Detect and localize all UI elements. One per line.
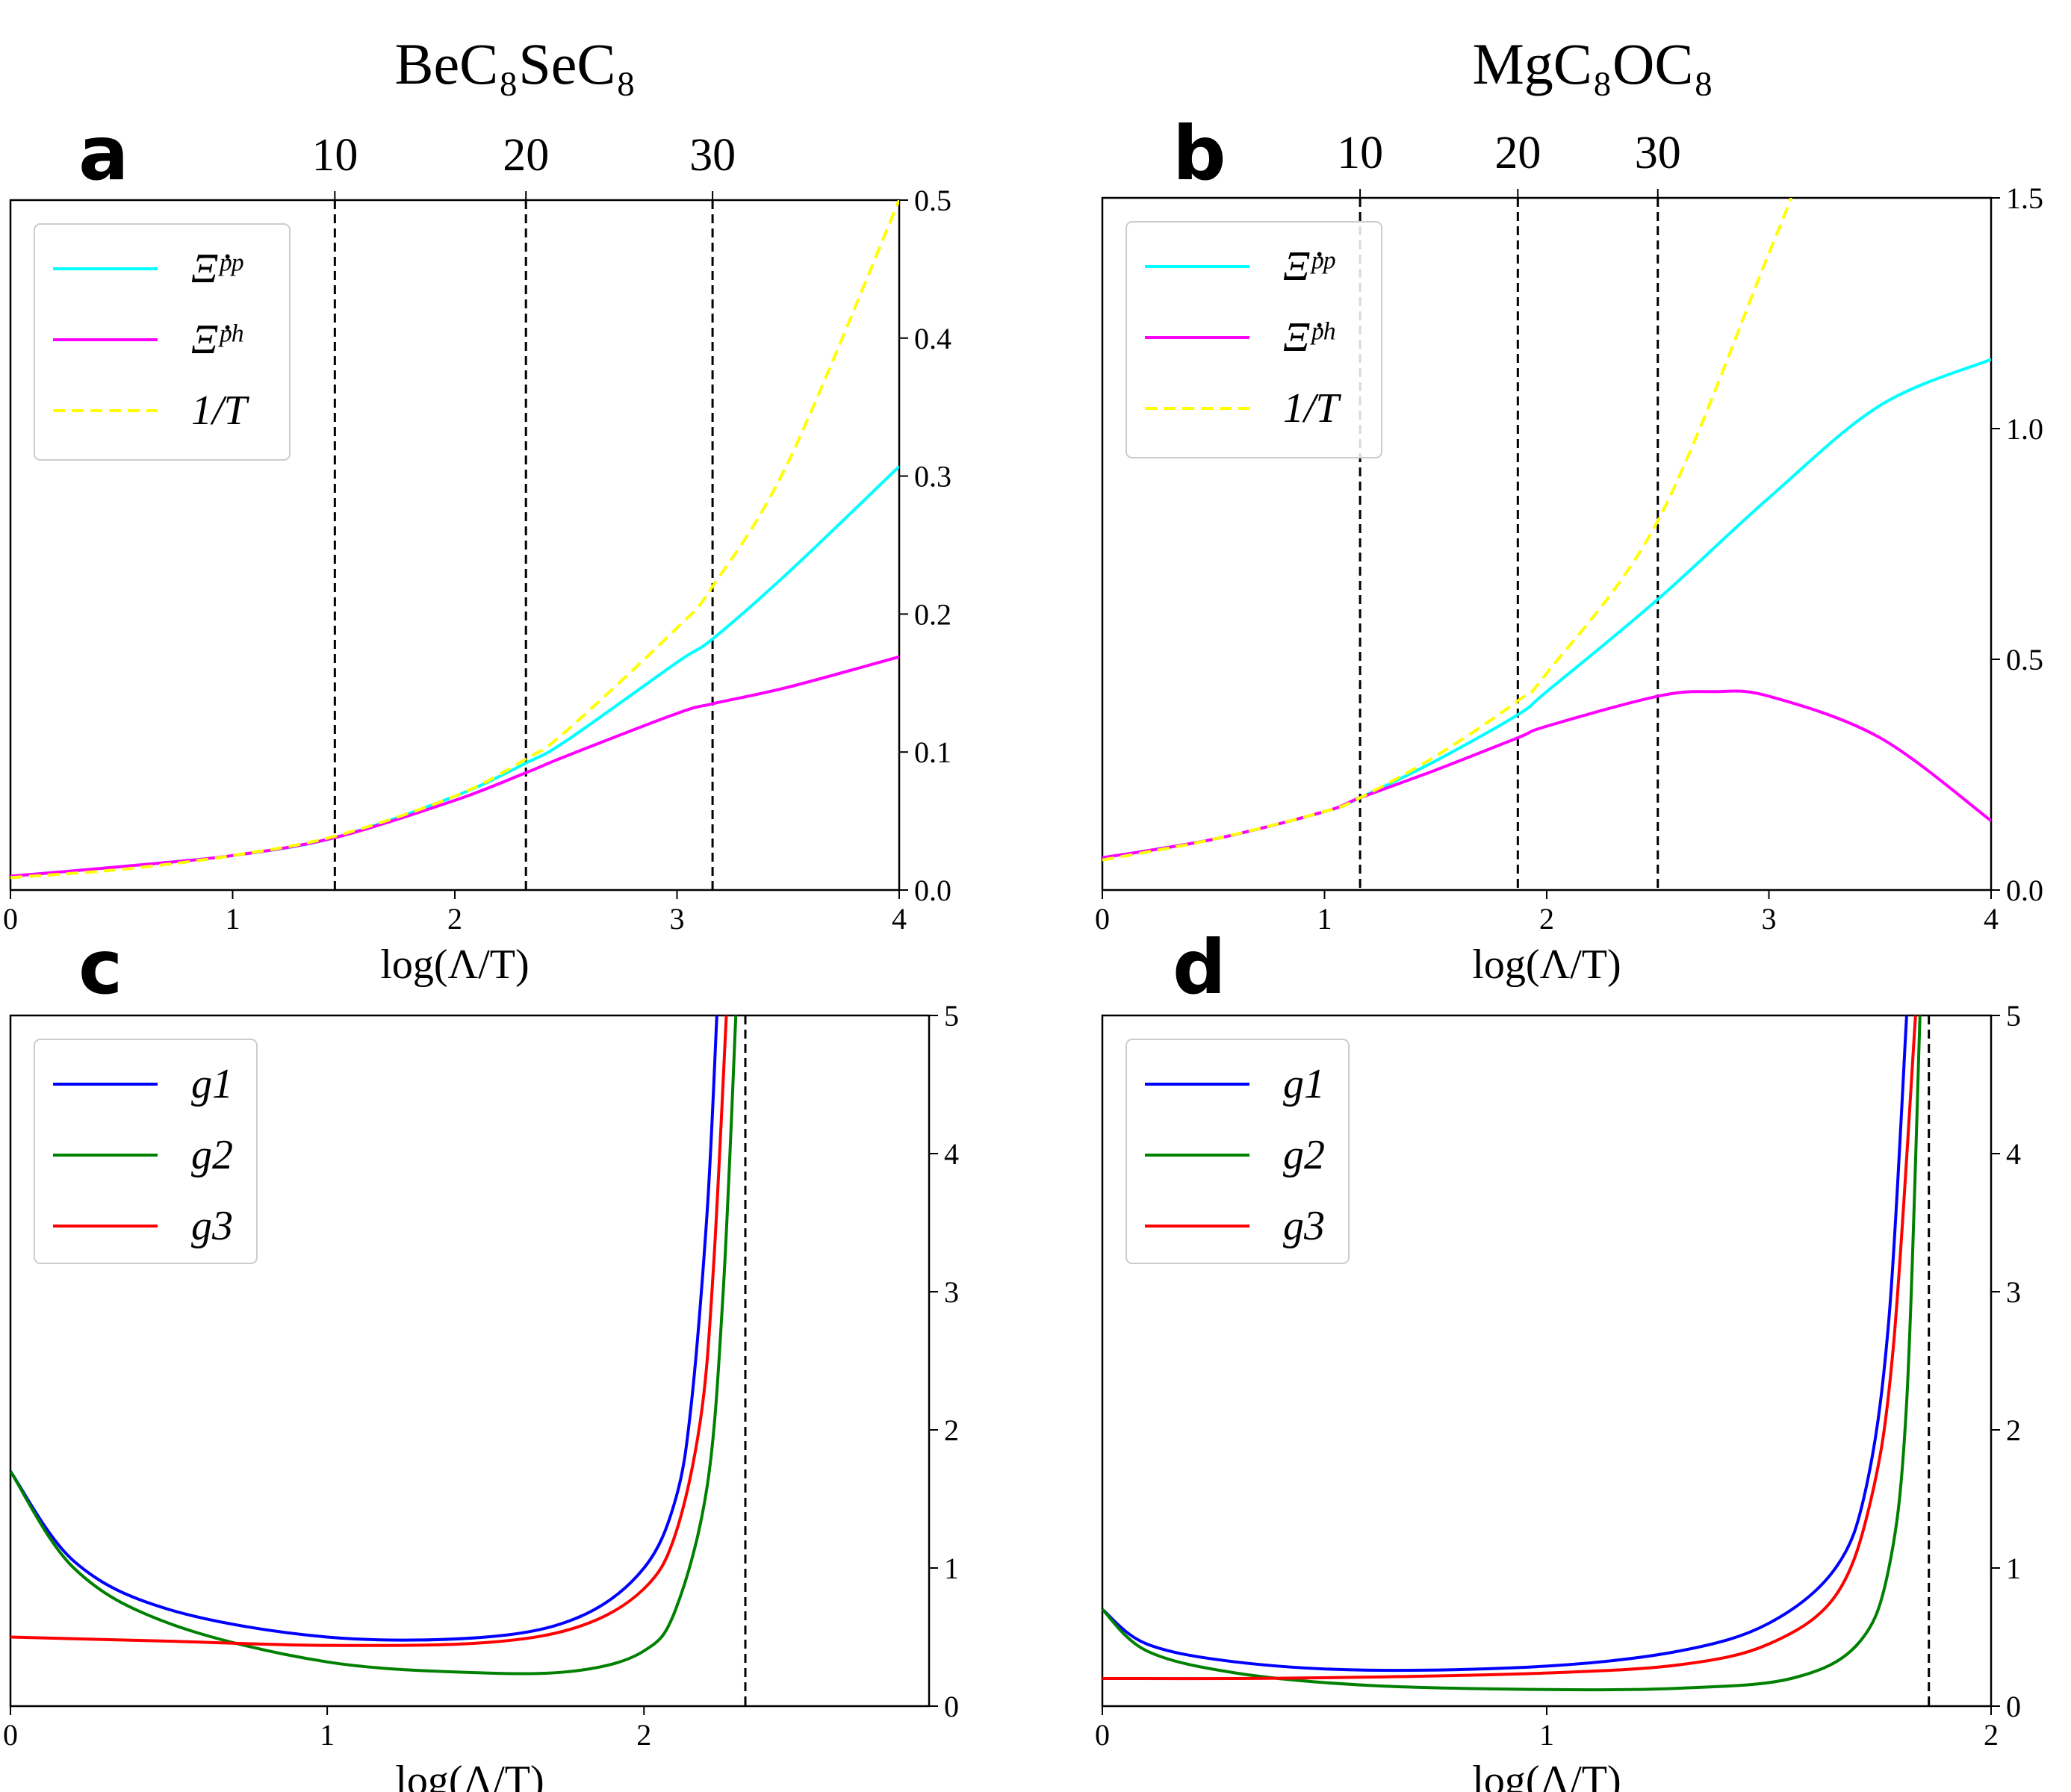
x-tick-label: 3: [1762, 902, 1777, 936]
series-line-g1-0: [10, 1015, 718, 1642]
legend-box: [34, 1039, 258, 1264]
legend-label: g2: [191, 1132, 233, 1178]
x-tick-label: 1: [1539, 1718, 1554, 1752]
legend-label: 1/T: [191, 388, 250, 434]
y-tick-label: 0.5: [2006, 643, 2043, 676]
legend-box: [34, 223, 291, 461]
series-line-g2-1: [1102, 1015, 1922, 1692]
x-tick-label: 0: [1095, 902, 1110, 936]
series-line-1T-2: [10, 200, 899, 880]
x-tick-label: 3: [670, 902, 685, 936]
legend-label: g3: [1283, 1203, 1325, 1249]
y-tick-label: 4: [2006, 1137, 2021, 1171]
legend-box: [1125, 221, 1382, 458]
y-tick-label: 4: [944, 1137, 959, 1171]
y-tick-label: 0.3: [914, 460, 951, 494]
series-line-1T-2: [1102, 198, 1793, 862]
y-tick-label: 0: [944, 1690, 959, 1723]
title-mgc8oc8: MgC₈OC₈: [1472, 31, 1713, 96]
chart-panel-c: 0 1 2 0 1 2 3 4 5 log(Λ/T) g1 g2 g3: [3, 999, 959, 1792]
y-tick-label: 0: [2006, 1690, 2021, 1723]
y-tick-label: 1: [2006, 1552, 2021, 1585]
y-tick-label: 0.0: [914, 874, 951, 907]
y-tick-label: 0.0: [2006, 874, 2043, 907]
y-tick-label: 1.5: [2006, 181, 2043, 215]
series-line--0: [10, 465, 899, 878]
legend-label: g2: [1283, 1132, 1325, 1178]
legend-label: Ξ̇ᵖᵖ: [1283, 243, 1335, 290]
x-axis-label: log(Λ/T): [1472, 1758, 1621, 1792]
chart-panel-b: 0 1 2 3 40.0 0.5 1.0 1.5 10 20 30 log(Λ/T) Ξ̇ᵖᵖ Ξ̇ᵖʰ 1…: [1095, 128, 2043, 988]
x-axis-label: log(Λ/T): [395, 1758, 544, 1792]
x-tick-label: 4: [1984, 902, 1999, 936]
y-tick-label: 3: [2006, 1275, 2021, 1309]
legend-label: g1: [1283, 1061, 1325, 1107]
top-tick-label: 20: [503, 130, 549, 181]
y-tick-label: 0.5: [914, 184, 951, 217]
y-tick-label: 1.0: [2006, 412, 2043, 446]
y-tick-label: 2: [2006, 1413, 2021, 1447]
x-tick-label: 2: [1984, 1718, 1999, 1752]
plot-frame: [9, 1014, 931, 1708]
chart-panel-a: 0 1 2 3 40.0 0.1 0.2 0.3 0.4 0.5 10 20 30 log(Λ/T) Ξ̇ᵖ…: [3, 130, 951, 988]
top-tick-label: 20: [1494, 128, 1541, 178]
top-tick-label: 10: [311, 130, 358, 181]
top-tick-label: 30: [1635, 128, 1681, 178]
legend-box: [1125, 1039, 1350, 1264]
legend-label: Ξ̇ᵖᵖ: [191, 246, 243, 292]
y-tick-label: 0.4: [914, 322, 951, 355]
x-tick-label: 2: [447, 902, 462, 936]
series-line-g1-0: [1102, 1015, 1908, 1673]
legend-label: 1/T: [1283, 385, 1342, 432]
series-line-g3-2: [1102, 1015, 1917, 1681]
title-bec8sec8: BeC₈SeC₈: [394, 31, 636, 96]
panel-letter-d: d: [1173, 924, 1226, 1011]
legend-label: Ξ̇ᵖʰ: [191, 317, 243, 363]
x-tick-label: 0: [3, 902, 18, 936]
legend-label: g1: [191, 1061, 233, 1107]
x-tick-label: 2: [1539, 902, 1554, 936]
x-axis-label: log(Λ/T): [380, 942, 529, 988]
legend-label: Ξ̇ᵖʰ: [1283, 314, 1335, 361]
legend-label: g3: [191, 1203, 233, 1249]
series-line-g2-1: [10, 1015, 738, 1676]
x-tick-label: 0: [1095, 1718, 1110, 1752]
series-line-g3-2: [10, 1015, 728, 1647]
x-axis-label: log(Λ/T): [1472, 942, 1621, 988]
x-tick-label: 1: [1317, 902, 1332, 936]
y-tick-label: 5: [2006, 999, 2021, 1033]
y-tick-label: 5: [944, 999, 959, 1033]
x-tick-label: 2: [636, 1718, 651, 1752]
x-tick-label: 4: [892, 902, 907, 936]
y-tick-label: 0.1: [914, 735, 951, 769]
x-tick-label: 1: [226, 902, 240, 936]
y-tick-label: 0.2: [914, 597, 951, 631]
top-tick-label: 30: [689, 130, 736, 181]
panel-letter-a: a: [78, 110, 128, 197]
y-tick-label: 1: [944, 1552, 959, 1585]
series-line--1: [10, 655, 899, 878]
top-tick-label: 10: [1337, 128, 1383, 178]
panel-letter-c: c: [78, 924, 122, 1011]
x-tick-label: 1: [320, 1718, 335, 1752]
y-tick-label: 2: [944, 1413, 959, 1447]
x-tick-label: 0: [3, 1718, 18, 1752]
y-tick-label: 3: [944, 1275, 959, 1309]
panel-letter-b: b: [1173, 110, 1226, 197]
